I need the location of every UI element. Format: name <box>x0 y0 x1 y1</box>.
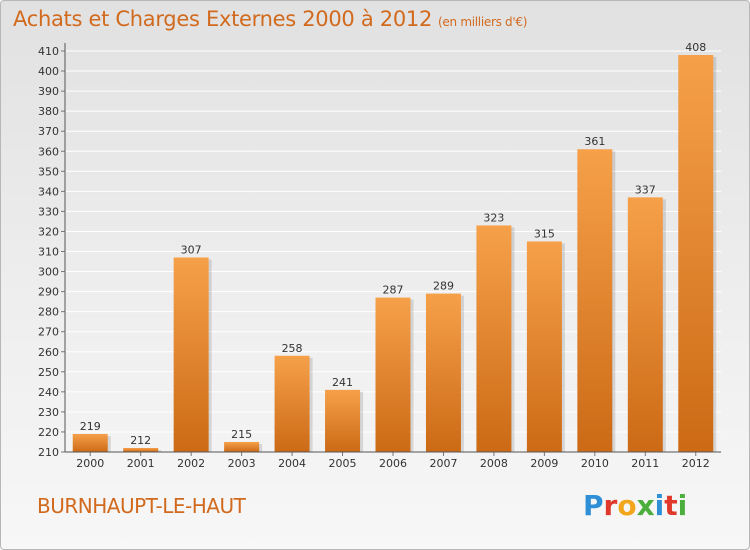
value-label-2001: 212 <box>130 434 151 447</box>
bar-2005 <box>325 389 361 452</box>
y-tick-label: 370 <box>38 125 59 138</box>
value-label-2007: 289 <box>433 280 454 293</box>
x-tick-label-2001: 2001 <box>127 457 155 470</box>
x-tick-label-2002: 2002 <box>177 457 205 470</box>
chart-title-text: Achats et Charges Externes 2000 à 2012 <box>13 7 433 31</box>
commune-name: BURNHAUPT-LE-HAUT <box>37 494 246 518</box>
value-label-2002: 307 <box>181 244 202 257</box>
bar-2010 <box>577 149 613 452</box>
y-tick-label: 290 <box>38 286 59 299</box>
y-tick-label: 300 <box>38 266 59 279</box>
y-tick-label: 340 <box>38 185 59 198</box>
x-tick-label-2005: 2005 <box>329 457 357 470</box>
logo-letter: t <box>664 489 678 522</box>
y-tick-label: 390 <box>38 85 59 98</box>
proxiti-logo: Proxiti <box>583 489 687 522</box>
bars: 219 212 307 215 258 241 287 289 323 315 361 337 408 <box>72 41 717 452</box>
bar-2000 <box>72 433 108 452</box>
y-tick-label: 210 <box>38 446 59 459</box>
logo-letter: P <box>583 489 604 522</box>
y-tick-label: 230 <box>38 406 59 419</box>
logo-letter: x <box>636 489 655 522</box>
value-label-2012: 408 <box>685 41 706 54</box>
x-tick-label-2012: 2012 <box>682 457 710 470</box>
bar-2004 <box>274 355 310 452</box>
value-label-2004: 258 <box>282 342 303 355</box>
bar-2006 <box>375 297 411 452</box>
y-tick-label: 380 <box>38 105 59 118</box>
chart-title: Achats et Charges Externes 2000 à 2012 (e… <box>13 7 527 31</box>
value-label-2000: 219 <box>80 420 101 433</box>
y-tick-label: 410 <box>38 45 59 58</box>
bar-2011 <box>627 197 663 452</box>
y-tick-label: 350 <box>38 165 59 178</box>
logo-letter: r <box>603 489 618 522</box>
y-tick-label: 270 <box>38 326 59 339</box>
x-tick-label-2003: 2003 <box>228 457 256 470</box>
y-tick-label: 360 <box>38 145 59 158</box>
logo-letter: o <box>617 489 637 522</box>
value-label-2011: 337 <box>635 183 656 196</box>
x-tick-label-2007: 2007 <box>429 457 457 470</box>
value-label-2005: 241 <box>332 376 353 389</box>
axes: 210 220 230 240 250 260 270 280 290 300 310 320 330 3… <box>38 43 721 470</box>
x-tick-label-2009: 2009 <box>530 457 558 470</box>
y-tick-label: 220 <box>38 426 59 439</box>
bar-2009 <box>526 241 562 452</box>
x-tick-label-2000: 2000 <box>76 457 104 470</box>
y-tick-label: 320 <box>38 225 59 238</box>
value-label-2003: 215 <box>231 428 252 441</box>
value-label-2008: 323 <box>483 211 504 224</box>
logo-letter: i <box>677 489 688 522</box>
bar-2012 <box>678 55 714 452</box>
value-label-2009: 315 <box>534 227 555 240</box>
y-tick-label: 330 <box>38 205 59 218</box>
y-tick-label: 240 <box>38 386 59 399</box>
x-tick-label-2011: 2011 <box>631 457 659 470</box>
bar-2008 <box>476 225 512 452</box>
value-label-2006: 287 <box>383 284 404 297</box>
y-tick-label: 400 <box>38 65 59 78</box>
y-tick-label: 310 <box>38 246 59 259</box>
bar-2003 <box>224 441 260 452</box>
x-tick-label-2004: 2004 <box>278 457 306 470</box>
y-tick-label: 280 <box>38 306 59 319</box>
x-tick-label-2006: 2006 <box>379 457 407 470</box>
bar-2007 <box>425 293 461 452</box>
logo-letter: i <box>654 489 665 522</box>
chart-unit: (en milliers d'€) <box>438 15 528 29</box>
x-tick-label-2010: 2010 <box>581 457 609 470</box>
bar-2001 <box>123 447 159 452</box>
x-tick-label-2008: 2008 <box>480 457 508 470</box>
y-tick-label: 260 <box>38 346 59 359</box>
bar-2002 <box>173 257 209 452</box>
y-tick-label: 250 <box>38 366 59 379</box>
value-label-2010: 361 <box>584 135 605 148</box>
